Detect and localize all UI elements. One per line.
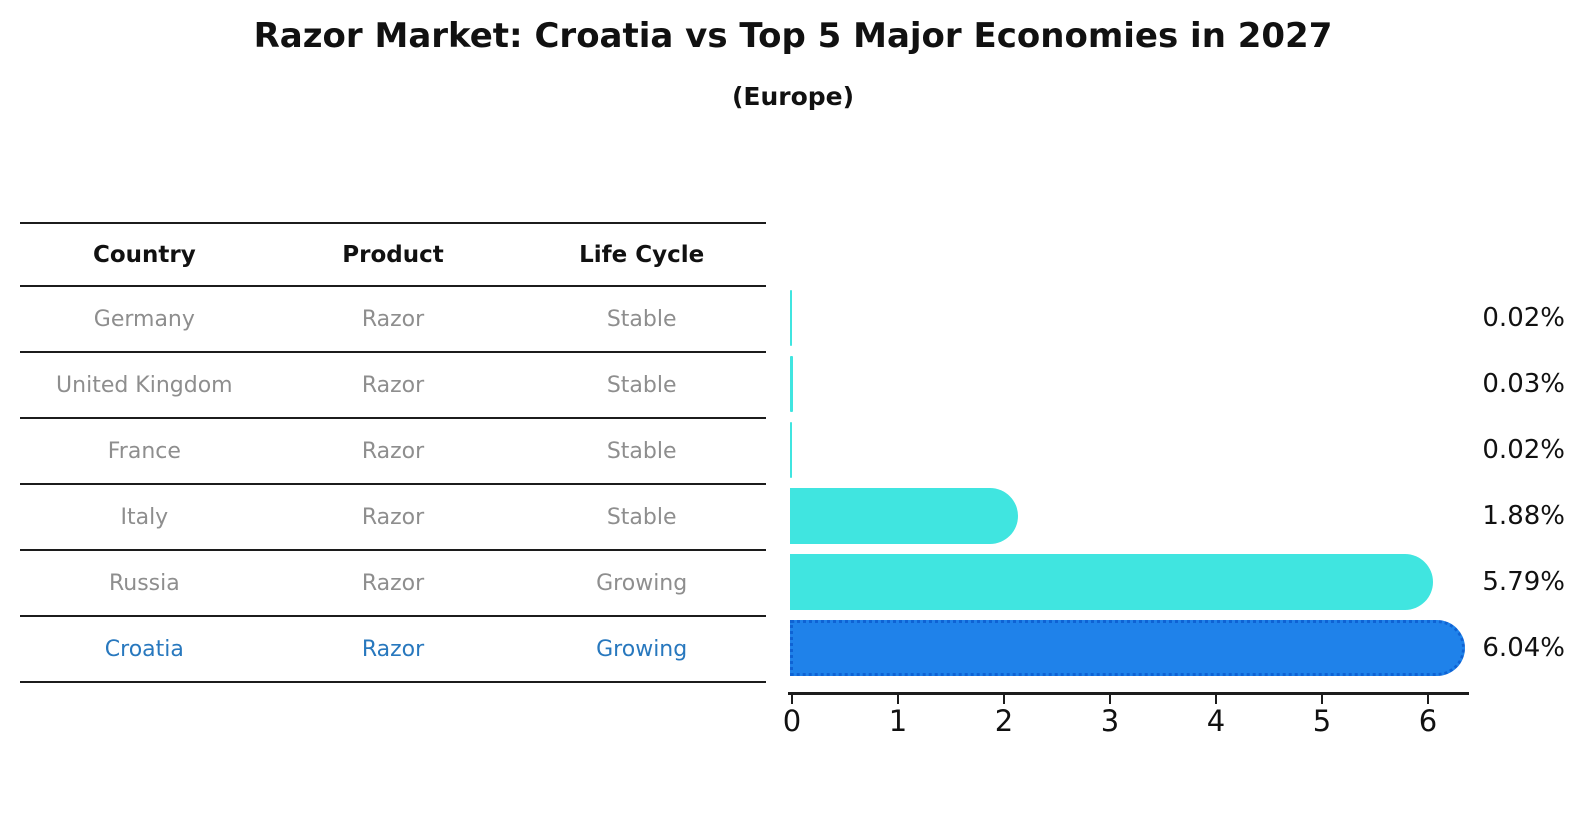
cell-country: Russia [108, 570, 180, 596]
x-tick-mark [1215, 695, 1217, 704]
x-tick-mark [1321, 695, 1323, 704]
x-axis-ticks: 0 1 2 3 4 5 6 [783, 692, 1490, 752]
cell-life-cycle: Growing [596, 570, 688, 596]
bar-germany [790, 290, 793, 346]
x-tick-mark [897, 695, 899, 704]
column-header-country: Country [92, 241, 196, 268]
cell-country: United Kingdom [56, 372, 233, 398]
cell-country: France [107, 438, 181, 464]
chart-subtitle: (Europe) [731, 82, 855, 111]
bar-united-kingdom [790, 356, 794, 412]
table-row-croatia: Croatia Razor Growing [20, 617, 766, 683]
x-tick-mark [791, 695, 793, 704]
x-tick-mark [1003, 695, 1005, 704]
x-tick-label: 5 [1312, 704, 1332, 738]
cell-life-cycle: Growing [596, 636, 688, 662]
value-label-italy: 1.88% [1482, 501, 1565, 531]
table-row-russia: Russia Razor Growing [20, 551, 766, 617]
cell-product: Razor [361, 636, 425, 662]
x-tick-label: 3 [1100, 704, 1120, 738]
x-axis-line [788, 692, 1469, 695]
bar-row-italy [790, 483, 1490, 549]
table-row-france: France Razor Stable [20, 419, 766, 485]
summary-table: Country Product Life Cycle Germany Razor Sta… [20, 222, 766, 683]
bar-row-russia [790, 549, 1490, 615]
table-header-row: Country Product Life Cycle [20, 222, 766, 287]
cell-life-cycle: Stable [606, 504, 677, 530]
cell-country: Germany [93, 306, 195, 332]
x-tick-label: 6 [1418, 704, 1438, 738]
cell-country: Italy [120, 504, 169, 530]
cell-product: Razor [361, 372, 425, 398]
bar-row-france [790, 417, 1490, 483]
bar-row-germany [790, 285, 1490, 351]
cell-life-cycle: Stable [606, 372, 677, 398]
bar-row-united-kingdom [790, 351, 1490, 417]
x-tick-label: 2 [994, 704, 1014, 738]
x-tick-label: 4 [1206, 704, 1226, 738]
table-row-italy: Italy Razor Stable [20, 485, 766, 551]
cell-product: Razor [361, 438, 425, 464]
bar-russia [790, 554, 1433, 610]
column-header-product: Product [342, 241, 444, 268]
column-header-life-cycle: Life Cycle [579, 241, 705, 268]
cell-life-cycle: Stable [606, 438, 677, 464]
x-tick-mark [1109, 695, 1111, 704]
bar-france [790, 422, 793, 478]
value-label-germany: 0.02% [1482, 303, 1565, 333]
x-tick-mark [1427, 695, 1429, 704]
value-label-united-kingdom: 0.03% [1482, 369, 1565, 399]
table-row-united-kingdom: United Kingdom Razor Stable [20, 353, 766, 419]
x-tick-label: 1 [888, 704, 908, 738]
value-label-france: 0.02% [1482, 435, 1565, 465]
cell-product: Razor [361, 306, 425, 332]
cell-product: Razor [361, 504, 425, 530]
chart-title: Razor Market: Croatia vs Top 5 Major Eco… [253, 16, 1333, 56]
x-tick-label: 0 [782, 704, 802, 738]
table-row-germany: Germany Razor Stable [20, 287, 766, 353]
bar-italy [790, 488, 1019, 544]
cell-life-cycle: Stable [606, 306, 677, 332]
value-label-croatia: 6.04% [1482, 633, 1565, 663]
cell-product: Razor [361, 570, 425, 596]
cell-country: Croatia [104, 636, 184, 662]
value-labels: 0.02% 0.03% 0.02% 1.88% 5.79% 6.04% [1265, 285, 1565, 681]
value-label-russia: 5.79% [1482, 567, 1565, 597]
bar-croatia [790, 620, 1466, 676]
bar-row-croatia [790, 615, 1490, 681]
bar-plot-area [790, 285, 1490, 681]
